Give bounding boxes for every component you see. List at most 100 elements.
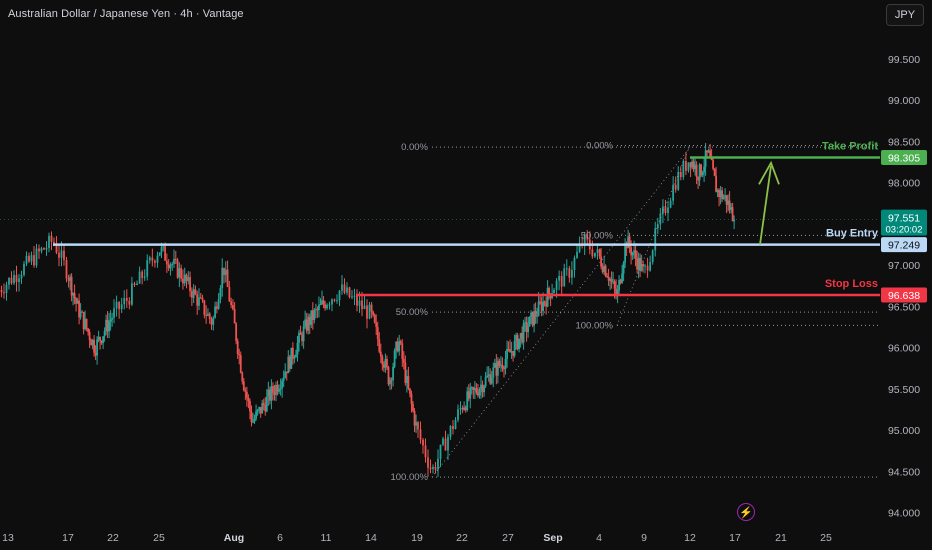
candle-body <box>492 367 495 378</box>
candle-body <box>167 264 170 269</box>
candle-body <box>398 341 401 352</box>
candle <box>568 265 571 283</box>
candle-body <box>533 311 535 326</box>
candle-body <box>616 290 619 297</box>
candle-body <box>336 300 338 302</box>
candle <box>470 386 473 395</box>
chart-overlays: 0.00% 50.00% 100.00% 0.00% 50.00% 100.00% Take… <box>0 140 927 483</box>
candle-body <box>141 271 144 278</box>
candle-body <box>233 308 236 324</box>
currency-button[interactable]: JPY <box>886 4 924 26</box>
candle <box>196 290 199 315</box>
candle-body <box>261 403 264 414</box>
candle <box>310 310 313 328</box>
lightning-bolt-icon[interactable]: ⚡ <box>737 503 755 521</box>
candle <box>718 188 720 207</box>
candle-body <box>133 283 136 286</box>
candle-body <box>536 315 538 317</box>
candle-body <box>395 341 398 351</box>
current-price-tag <box>881 209 927 236</box>
candle <box>224 261 227 283</box>
candle <box>415 414 417 433</box>
candle <box>387 365 390 386</box>
candle-body <box>103 331 106 337</box>
candle-body <box>504 358 507 369</box>
candle <box>601 263 604 274</box>
candle <box>509 339 511 353</box>
candle-body <box>185 274 188 282</box>
candle <box>288 354 291 372</box>
candle-body <box>672 184 675 201</box>
candle <box>143 269 146 281</box>
candle-body <box>646 265 649 271</box>
candle-body <box>401 343 404 359</box>
candle-body <box>495 363 498 376</box>
candle <box>273 384 276 401</box>
candle-body <box>410 393 413 404</box>
candle <box>399 339 402 346</box>
candle <box>63 244 65 266</box>
candle-body <box>644 265 646 267</box>
candle-body <box>230 301 233 306</box>
candle <box>571 261 573 285</box>
candle-body <box>452 426 454 429</box>
candle <box>223 267 225 284</box>
candle-body <box>512 351 514 356</box>
candle-body <box>687 162 690 171</box>
candle-body <box>262 403 265 405</box>
candle-body <box>487 374 490 376</box>
candle <box>183 267 186 287</box>
candle-body <box>53 241 55 244</box>
candle <box>622 260 625 282</box>
candle <box>487 366 490 382</box>
candle-body <box>662 206 664 214</box>
candle <box>664 199 667 216</box>
candle <box>563 263 566 287</box>
candle <box>108 312 110 339</box>
candle-body <box>247 397 250 401</box>
candle <box>105 314 107 336</box>
candle-body <box>709 150 711 158</box>
candle <box>619 278 622 285</box>
candle-body <box>542 301 544 311</box>
candle <box>527 317 529 338</box>
candle-body <box>97 337 100 340</box>
candle-body <box>379 351 382 357</box>
fib-level-label: 50.00% <box>396 307 429 318</box>
candle-body <box>207 313 209 316</box>
candle <box>272 382 274 401</box>
candle <box>596 243 599 260</box>
candle <box>402 351 405 370</box>
candle <box>103 327 106 342</box>
candle <box>212 315 215 331</box>
candle <box>322 296 325 309</box>
candle <box>244 387 247 400</box>
candle <box>386 355 388 370</box>
candle-body <box>583 234 586 246</box>
candle-body <box>682 161 685 178</box>
candle-body <box>503 368 505 370</box>
candle <box>148 255 151 264</box>
candle-body <box>669 200 672 208</box>
fib-level-label: 100.00% <box>390 472 428 483</box>
candle-body <box>319 304 322 306</box>
candle-body <box>447 436 449 451</box>
candle-body <box>252 421 254 423</box>
candle-body <box>285 371 288 374</box>
candle <box>198 288 200 311</box>
candle <box>524 317 526 332</box>
candle-body <box>301 334 303 342</box>
candle <box>398 334 401 356</box>
candle-body <box>373 314 376 323</box>
candle-body <box>311 310 314 321</box>
candle-body <box>718 189 720 197</box>
candle <box>513 334 516 358</box>
candle-body <box>322 300 325 305</box>
candle <box>38 244 40 259</box>
candle <box>493 358 496 369</box>
candle-body <box>165 260 168 265</box>
candle <box>715 166 717 193</box>
candle-body <box>489 374 492 384</box>
candle <box>69 274 71 291</box>
